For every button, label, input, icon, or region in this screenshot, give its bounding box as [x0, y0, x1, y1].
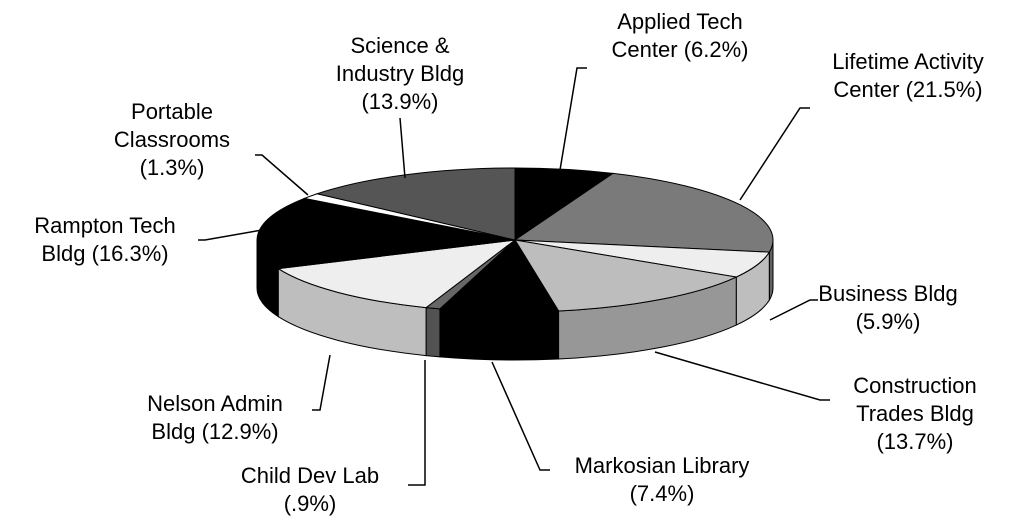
- slice: [315, 167, 516, 241]
- value-label: (.9%): [283, 491, 337, 516]
- slice-label: Portable Classrooms (1.3%): [102, 98, 242, 182]
- leader-line: [198, 229, 263, 241]
- slice-label: Rampton Tech Bldg (16.3%): [20, 212, 190, 268]
- value-label: (12.9%): [201, 419, 279, 444]
- slice-label: Construction Trades Bldg (13.7%): [830, 372, 1000, 456]
- slice-label: Lifetime Activity Center (21.5%): [798, 48, 1017, 104]
- category-name: Portable Classrooms: [113, 99, 231, 152]
- leader-line: [399, 117, 406, 179]
- category-name: Rampton Tech Bldg: [34, 213, 176, 266]
- slice: [256, 197, 516, 270]
- leader-line: [559, 67, 587, 171]
- slice-label: Applied Tech Center (6.2%): [595, 8, 765, 64]
- leader-line: [312, 354, 331, 411]
- leader-line: [255, 154, 309, 196]
- leader-line: [491, 361, 550, 471]
- value-label: (13.7%): [876, 429, 954, 454]
- slice-label: Child Dev Lab (.9%): [220, 462, 400, 518]
- category-name: Markosian Library: [574, 453, 750, 478]
- slice: [276, 239, 517, 309]
- leader-line: [654, 351, 830, 401]
- value-label: (1.3%): [139, 155, 205, 180]
- leader-line: [769, 299, 818, 321]
- value-label: (6.2%): [683, 37, 749, 62]
- slice-label: Business Bldg (5.9%): [798, 280, 978, 336]
- slice: [438, 239, 560, 313]
- slice-side: [425, 307, 441, 358]
- leader-line: [408, 360, 426, 486]
- slice-label: Science & Industry Bldg (13.9%): [315, 32, 485, 116]
- category-name: Science & Industry Bldg: [335, 33, 465, 86]
- leader-line: [739, 107, 810, 201]
- slice-side: [439, 308, 560, 361]
- value-label: (16.3%): [91, 241, 169, 266]
- category-name: Nelson Admin Bldg: [147, 391, 283, 444]
- slice: [513, 239, 738, 312]
- slice-label: Markosian Library (7.4%): [547, 452, 777, 508]
- value-label: (13.9%): [361, 89, 439, 114]
- value-label: (5.9%): [855, 309, 921, 334]
- slice-label: Nelson Admin Bldg (12.9%): [130, 390, 300, 446]
- category-name: Applied Tech Center: [611, 9, 743, 62]
- category-name: Business Bldg: [818, 281, 958, 306]
- value-label: (7.4%): [629, 481, 695, 506]
- value-label: (21.5%): [905, 77, 983, 102]
- category-name: Lifetime Activity Center: [832, 49, 984, 102]
- slice: [513, 172, 774, 253]
- category-name: Child Dev Lab: [240, 463, 380, 488]
- category-name: Construction Trades Bldg: [853, 373, 977, 426]
